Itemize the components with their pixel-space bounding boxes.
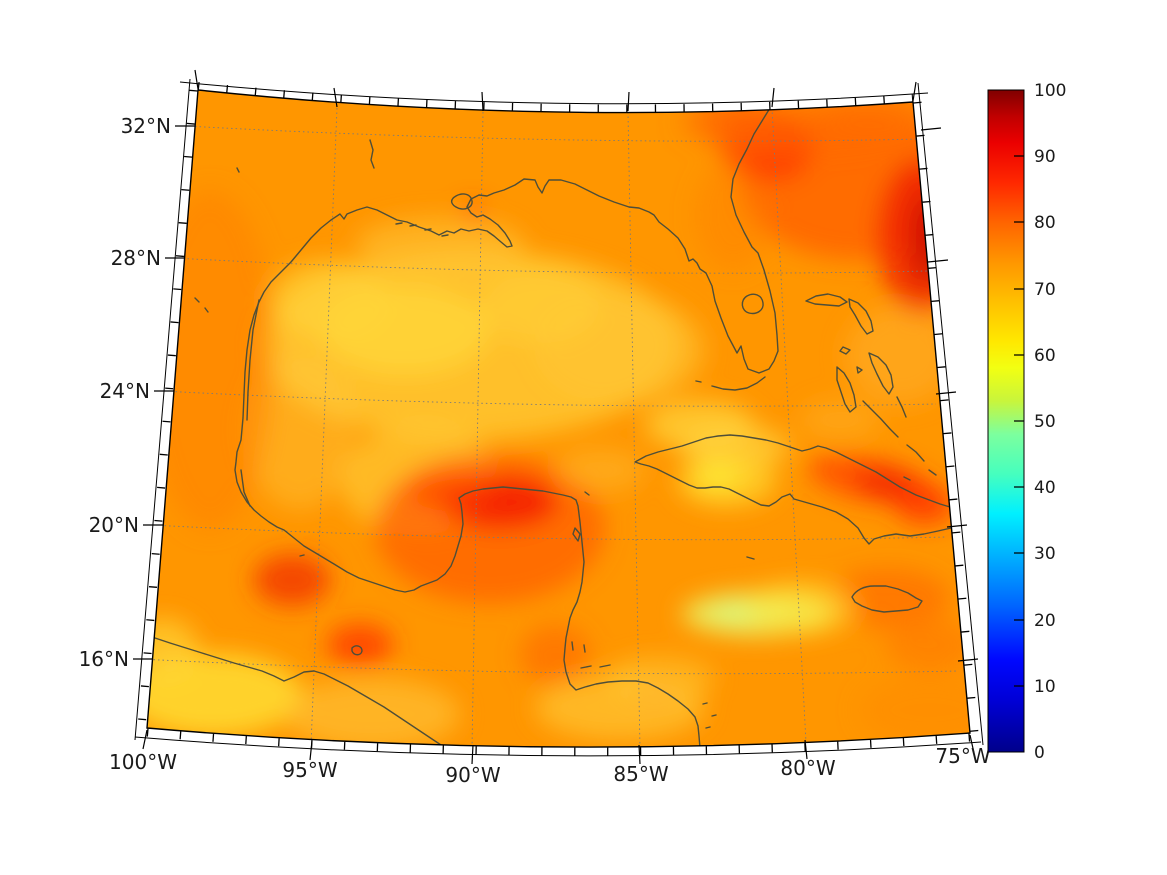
graticule-gridlines (147, 107, 958, 748)
colorbar-tick-label: 80 (1034, 213, 1056, 233)
lat-tick-label: 16°N (79, 647, 129, 671)
colorbar-tick-label: 100 (1034, 81, 1066, 101)
colorbar-tick-label: 0 (1034, 743, 1045, 763)
florida-keys (711, 376, 766, 391)
colorbar-tick-label: 30 (1034, 544, 1056, 564)
lake-pontchartrain (451, 193, 473, 210)
gridline-28n (173, 257, 928, 274)
colorbar-tick-label: 70 (1034, 280, 1056, 300)
map-boundary (146, 89, 971, 748)
lon-tick-label: 100°W (109, 750, 177, 774)
colorbar-ticks (1014, 155, 1024, 687)
gridline-24n (161, 390, 937, 407)
coastline-north-america (234, 107, 779, 748)
lake-okeechobee (741, 293, 764, 315)
lat-tick-label: 20°N (89, 513, 139, 537)
coastline-jamaica (851, 585, 923, 613)
lat-tick-label: 28°N (111, 246, 161, 270)
louisiana-islets (395, 222, 449, 237)
lon-tick-label: 90°W (445, 763, 500, 787)
colorbar-tick-label: 50 (1034, 412, 1056, 432)
colorbar-tick-label: 40 (1034, 478, 1056, 498)
colorbar-tick-label: 90 (1034, 147, 1056, 167)
colorbar: 100 90 80 70 60 50 40 30 20 10 0 (987, 81, 1066, 763)
map-frame (133, 69, 984, 765)
lon-tick-label: 95°W (282, 758, 337, 782)
lat-tick-label: 32°N (121, 114, 171, 138)
axis-labels: 32°N 28°N 24°N 20°N 16°N 100°W 95°W 90°W… (79, 114, 991, 787)
gridline-32n (185, 125, 921, 142)
colorbar-labels: 100 90 80 70 60 50 40 30 20 10 0 (1034, 81, 1066, 763)
colorbar-tick-label: 60 (1034, 346, 1056, 366)
lon-tick-label: 85°W (613, 762, 668, 786)
colorbar-tick-label: 20 (1034, 611, 1056, 631)
frame-outer-lines (134, 78, 984, 757)
coastline-bahamas-and-islands (194, 139, 937, 729)
map-area (147, 90, 970, 748)
lon-tick-label: 75°W (935, 744, 990, 768)
colorbar-tick-label: 10 (1034, 677, 1056, 697)
axis-ticks (133, 69, 979, 765)
coastline-pacific-mexico (154, 637, 442, 746)
gridline-95w (310, 107, 338, 746)
texas-barrier-islands (240, 299, 260, 507)
heat-field-blobs (147, 90, 970, 748)
lat-tick-label: 24°N (100, 379, 150, 403)
lon-tick-label: 80°W (780, 756, 835, 780)
